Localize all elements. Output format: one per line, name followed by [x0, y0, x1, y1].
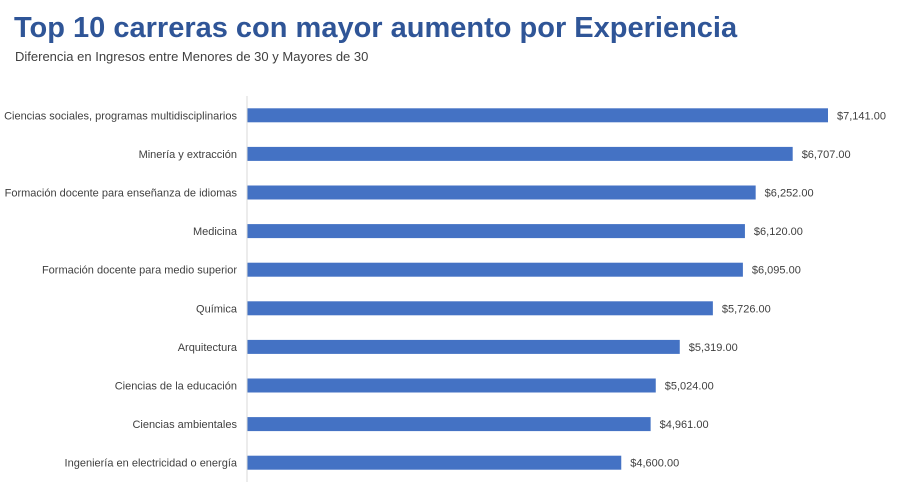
- category-label: Arquitectura: [178, 342, 238, 354]
- bar: [247, 301, 713, 315]
- bar: [247, 456, 621, 470]
- category-label: Ciencias ambientales: [132, 419, 237, 431]
- bar: [247, 147, 793, 161]
- category-label: Medicina: [193, 226, 238, 238]
- data-label: $4,961.00: [660, 419, 709, 431]
- bar: [247, 263, 743, 277]
- data-label: $6,707.00: [802, 149, 851, 161]
- category-label: Formación docente para medio superior: [42, 265, 237, 277]
- category-label: Ciencias de la educación: [115, 381, 237, 393]
- data-label: $6,095.00: [752, 265, 801, 277]
- bar: [247, 224, 745, 238]
- category-label: Ingeniería en electricidad o energía: [65, 458, 238, 470]
- data-label: $5,319.00: [689, 342, 738, 354]
- data-label: $5,024.00: [665, 381, 714, 393]
- bar: [247, 186, 756, 200]
- category-label: Formación docente para enseñanza de idio…: [5, 188, 238, 200]
- data-label: $6,120.00: [754, 226, 803, 238]
- category-label: Minería y extracción: [139, 149, 237, 161]
- bar: [247, 417, 651, 431]
- bar: [247, 108, 828, 122]
- data-label: $7,141.00: [837, 110, 886, 122]
- bar: [247, 379, 656, 393]
- data-label: $5,726.00: [722, 303, 771, 315]
- data-label: $6,252.00: [765, 188, 814, 200]
- bar: [247, 340, 680, 354]
- category-label: Ciencias sociales, programas multidiscip…: [4, 110, 237, 122]
- category-label: Química: [196, 303, 238, 315]
- bars-layer: Ciencias sociales, programas multidiscip…: [4, 108, 886, 469]
- data-label: $4,600.00: [630, 458, 679, 470]
